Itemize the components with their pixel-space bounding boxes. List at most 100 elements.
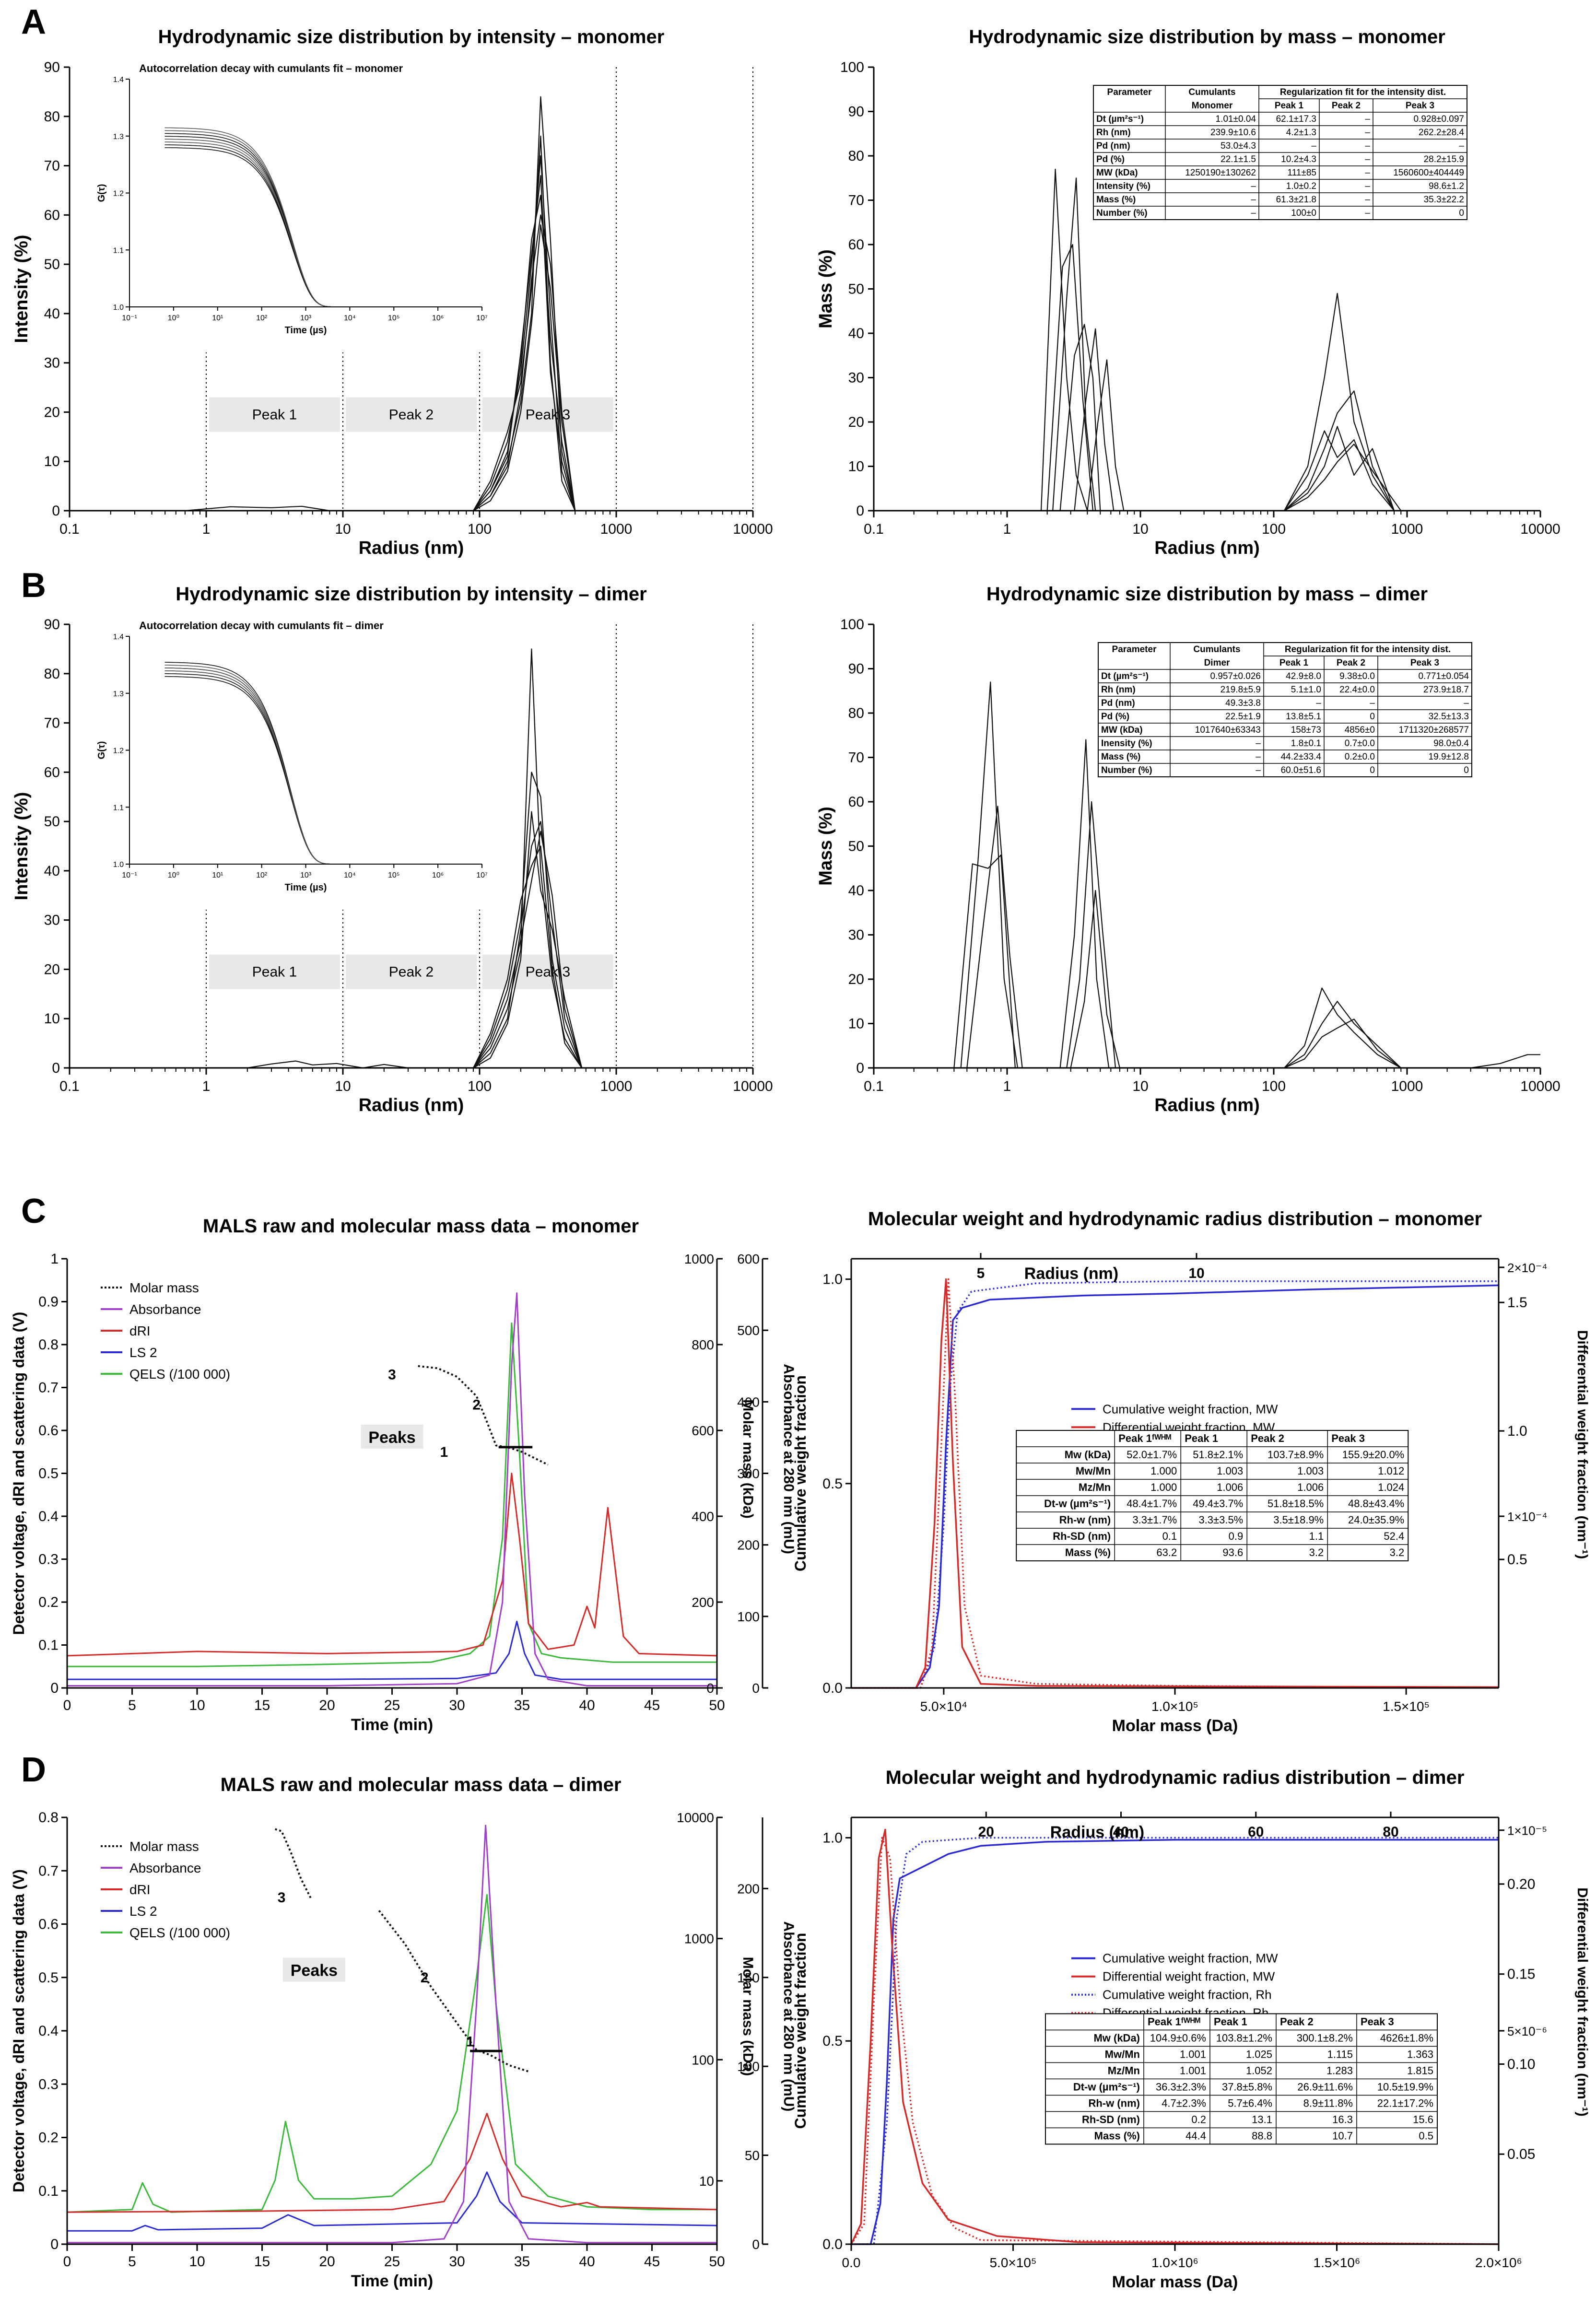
y-tick-label: 0.0: [822, 1680, 843, 1696]
trace-qels-100-000-: [67, 1322, 717, 1667]
x-tick-label: 45: [644, 2254, 660, 2270]
table-cell: 9.38±0.0: [1339, 671, 1375, 681]
y-tick-label: 70: [848, 750, 864, 766]
inset-autocorrelation: Autocorrelation decay with cumulants fit…: [91, 55, 489, 352]
y2-tick-label: 0.15: [1507, 1967, 1535, 1982]
y-tick-label: 0.0: [822, 2237, 843, 2252]
table-header: Regularization fit for the intensity dis…: [1280, 87, 1446, 97]
legend-entry: Molar mass: [129, 1280, 199, 1295]
y3-tick-label: 400: [737, 1394, 760, 1409]
y3-tick-label: 1×10⁻⁴: [1507, 1510, 1547, 1524]
chart-title: MALS raw and molecular mass data – dimer: [221, 1774, 622, 1795]
table-cell: 52.4: [1384, 1530, 1404, 1542]
table-cell: 1.006: [1297, 1481, 1324, 1493]
table-cell: 1.000: [1150, 1465, 1177, 1477]
table-cell: Rh-SD (nm): [1053, 1530, 1111, 1542]
table-subheader: Peak 1: [1275, 101, 1304, 111]
legend-entry: Cumulative weight fraction, Rh: [1103, 1988, 1272, 2002]
table-cell: 5.7±6.4%: [1228, 2097, 1272, 2109]
table-header: Parameter: [1112, 644, 1157, 655]
table-cell: 1250190±130262: [1185, 168, 1256, 178]
legend-entry: Cumulative weight fraction, MW: [1103, 1951, 1278, 1966]
y-tick-label: 0: [50, 1680, 59, 1696]
y3-tick-label: 150: [737, 1970, 760, 1985]
inset-x-tick-label: 10⁰: [168, 314, 179, 322]
table-cell: 10.5±19.9%: [1377, 2081, 1433, 2093]
chart-D-right: Molecular weight and hydrodynamic radius…: [792, 1767, 1590, 2291]
inset-x-tick-label: 10²: [256, 314, 268, 322]
table-cell: –: [1365, 141, 1370, 151]
table-cell: Intensity (%): [1096, 181, 1150, 191]
x-tick-label: 35: [514, 2254, 530, 2270]
x-tick-label: 10: [1132, 521, 1148, 537]
y2-tick-label: 10: [699, 2174, 714, 2189]
table-cell: 19.9±12.8: [1429, 752, 1469, 762]
x-tick-label: 0.1: [864, 521, 884, 537]
inset-x-tick-label: 10⁻¹: [122, 314, 137, 322]
inset-x-tick-label: 10⁵: [388, 314, 399, 322]
table-cell: Dt-w (µm²s⁻¹): [1073, 2081, 1140, 2093]
chart-B-left: Hydrodynamic size distribution by intens…: [12, 584, 773, 1115]
x-axis-title: Molar mass (Da): [1112, 2273, 1238, 2291]
legend-entry: LS 2: [129, 1904, 157, 1919]
x-tick-label: 5.0×10⁴: [920, 1699, 967, 1714]
chart-A-right: Hydrodynamic size distribution by mass –…: [816, 26, 1561, 558]
table-cell: 1.01±0.04: [1216, 114, 1256, 124]
table-cell: Rh-w (nm): [1059, 1514, 1111, 1526]
peak-number: 2: [472, 1397, 481, 1413]
x-tick-label: 10000: [733, 1078, 773, 1094]
trace-absorbance: [67, 1825, 717, 2244]
inset-x-tick-label: 10⁻¹: [122, 871, 137, 879]
series-line-5: [1066, 801, 1116, 1068]
table-cell: –: [1256, 738, 1261, 749]
table-cell: 5.1±1.0: [1291, 685, 1321, 695]
table-cell: 4856±0: [1345, 725, 1375, 735]
peak-label-box: [482, 954, 613, 989]
table-cell: 1.815: [1407, 2064, 1433, 2076]
table-cell: 1.115: [1327, 2048, 1353, 2060]
table-cell: 22.1±1.5: [1220, 154, 1256, 164]
y-tick-label: 80: [848, 705, 864, 721]
table-cell: 48.8±43.4%: [1348, 1498, 1404, 1510]
peak-label: Peak 3: [526, 964, 570, 980]
series-line-1: [1040, 168, 1088, 511]
y-tick-label: 90: [44, 59, 60, 75]
series-line-8: [1284, 1001, 1402, 1068]
chart-C-right: Molecular weight and hydrodynamic radius…: [792, 1208, 1590, 1735]
table-cell: Mw/Mn: [1105, 2048, 1140, 2060]
x-tick-label: 50: [709, 2254, 725, 2270]
table-cell: 10.2±4.3: [1281, 154, 1316, 164]
table-cell: Pd (%): [1096, 154, 1125, 164]
table-cell: 98.0±0.4: [1433, 738, 1469, 749]
peaks-label: Peaks: [291, 1962, 338, 1980]
table-cell: 3.2: [1309, 1546, 1324, 1558]
table-cell: –: [1365, 195, 1370, 205]
table-cell: 1.052: [1246, 2064, 1272, 2076]
table-cell: 111±85: [1288, 168, 1316, 178]
peak-label-box: [346, 954, 477, 989]
table-cell: Mass (%): [1096, 195, 1136, 205]
inset-title: Autocorrelation decay with cumulants fit…: [139, 62, 403, 74]
y-tick-label: 0: [52, 503, 60, 519]
table-cell: 51.8±2.1%: [1193, 1449, 1243, 1461]
table-cell: 103.8±1.2%: [1216, 2032, 1272, 2044]
table-cell: 98.6±1.2: [1429, 181, 1464, 191]
peak-number: 3: [278, 1890, 286, 1906]
inset-background: [91, 55, 489, 352]
table-cell: –: [1316, 698, 1321, 708]
series-line-1: [960, 681, 1019, 1068]
y-tick-label: 0.7: [38, 1380, 59, 1396]
series-line-4: [1074, 328, 1115, 511]
x-tick-label: 15: [254, 2254, 270, 2270]
x-tick-label: 1000: [1391, 1078, 1423, 1094]
table-cell: 1.363: [1407, 2048, 1433, 2060]
x-tick-label: 1.0×10⁵: [1151, 1699, 1198, 1714]
x-tick-label: 10: [1132, 1078, 1148, 1094]
table-subheader: Monomer: [1192, 101, 1233, 111]
y-tick-label: 30: [848, 370, 864, 386]
table-cell: Dt (µm²s⁻¹): [1101, 671, 1149, 681]
top-tick-label: 5: [977, 1265, 985, 1281]
table-cell: –: [1311, 141, 1316, 151]
trace-absorbance: [67, 1292, 717, 1686]
table-cell: Pd (nm): [1101, 698, 1135, 708]
